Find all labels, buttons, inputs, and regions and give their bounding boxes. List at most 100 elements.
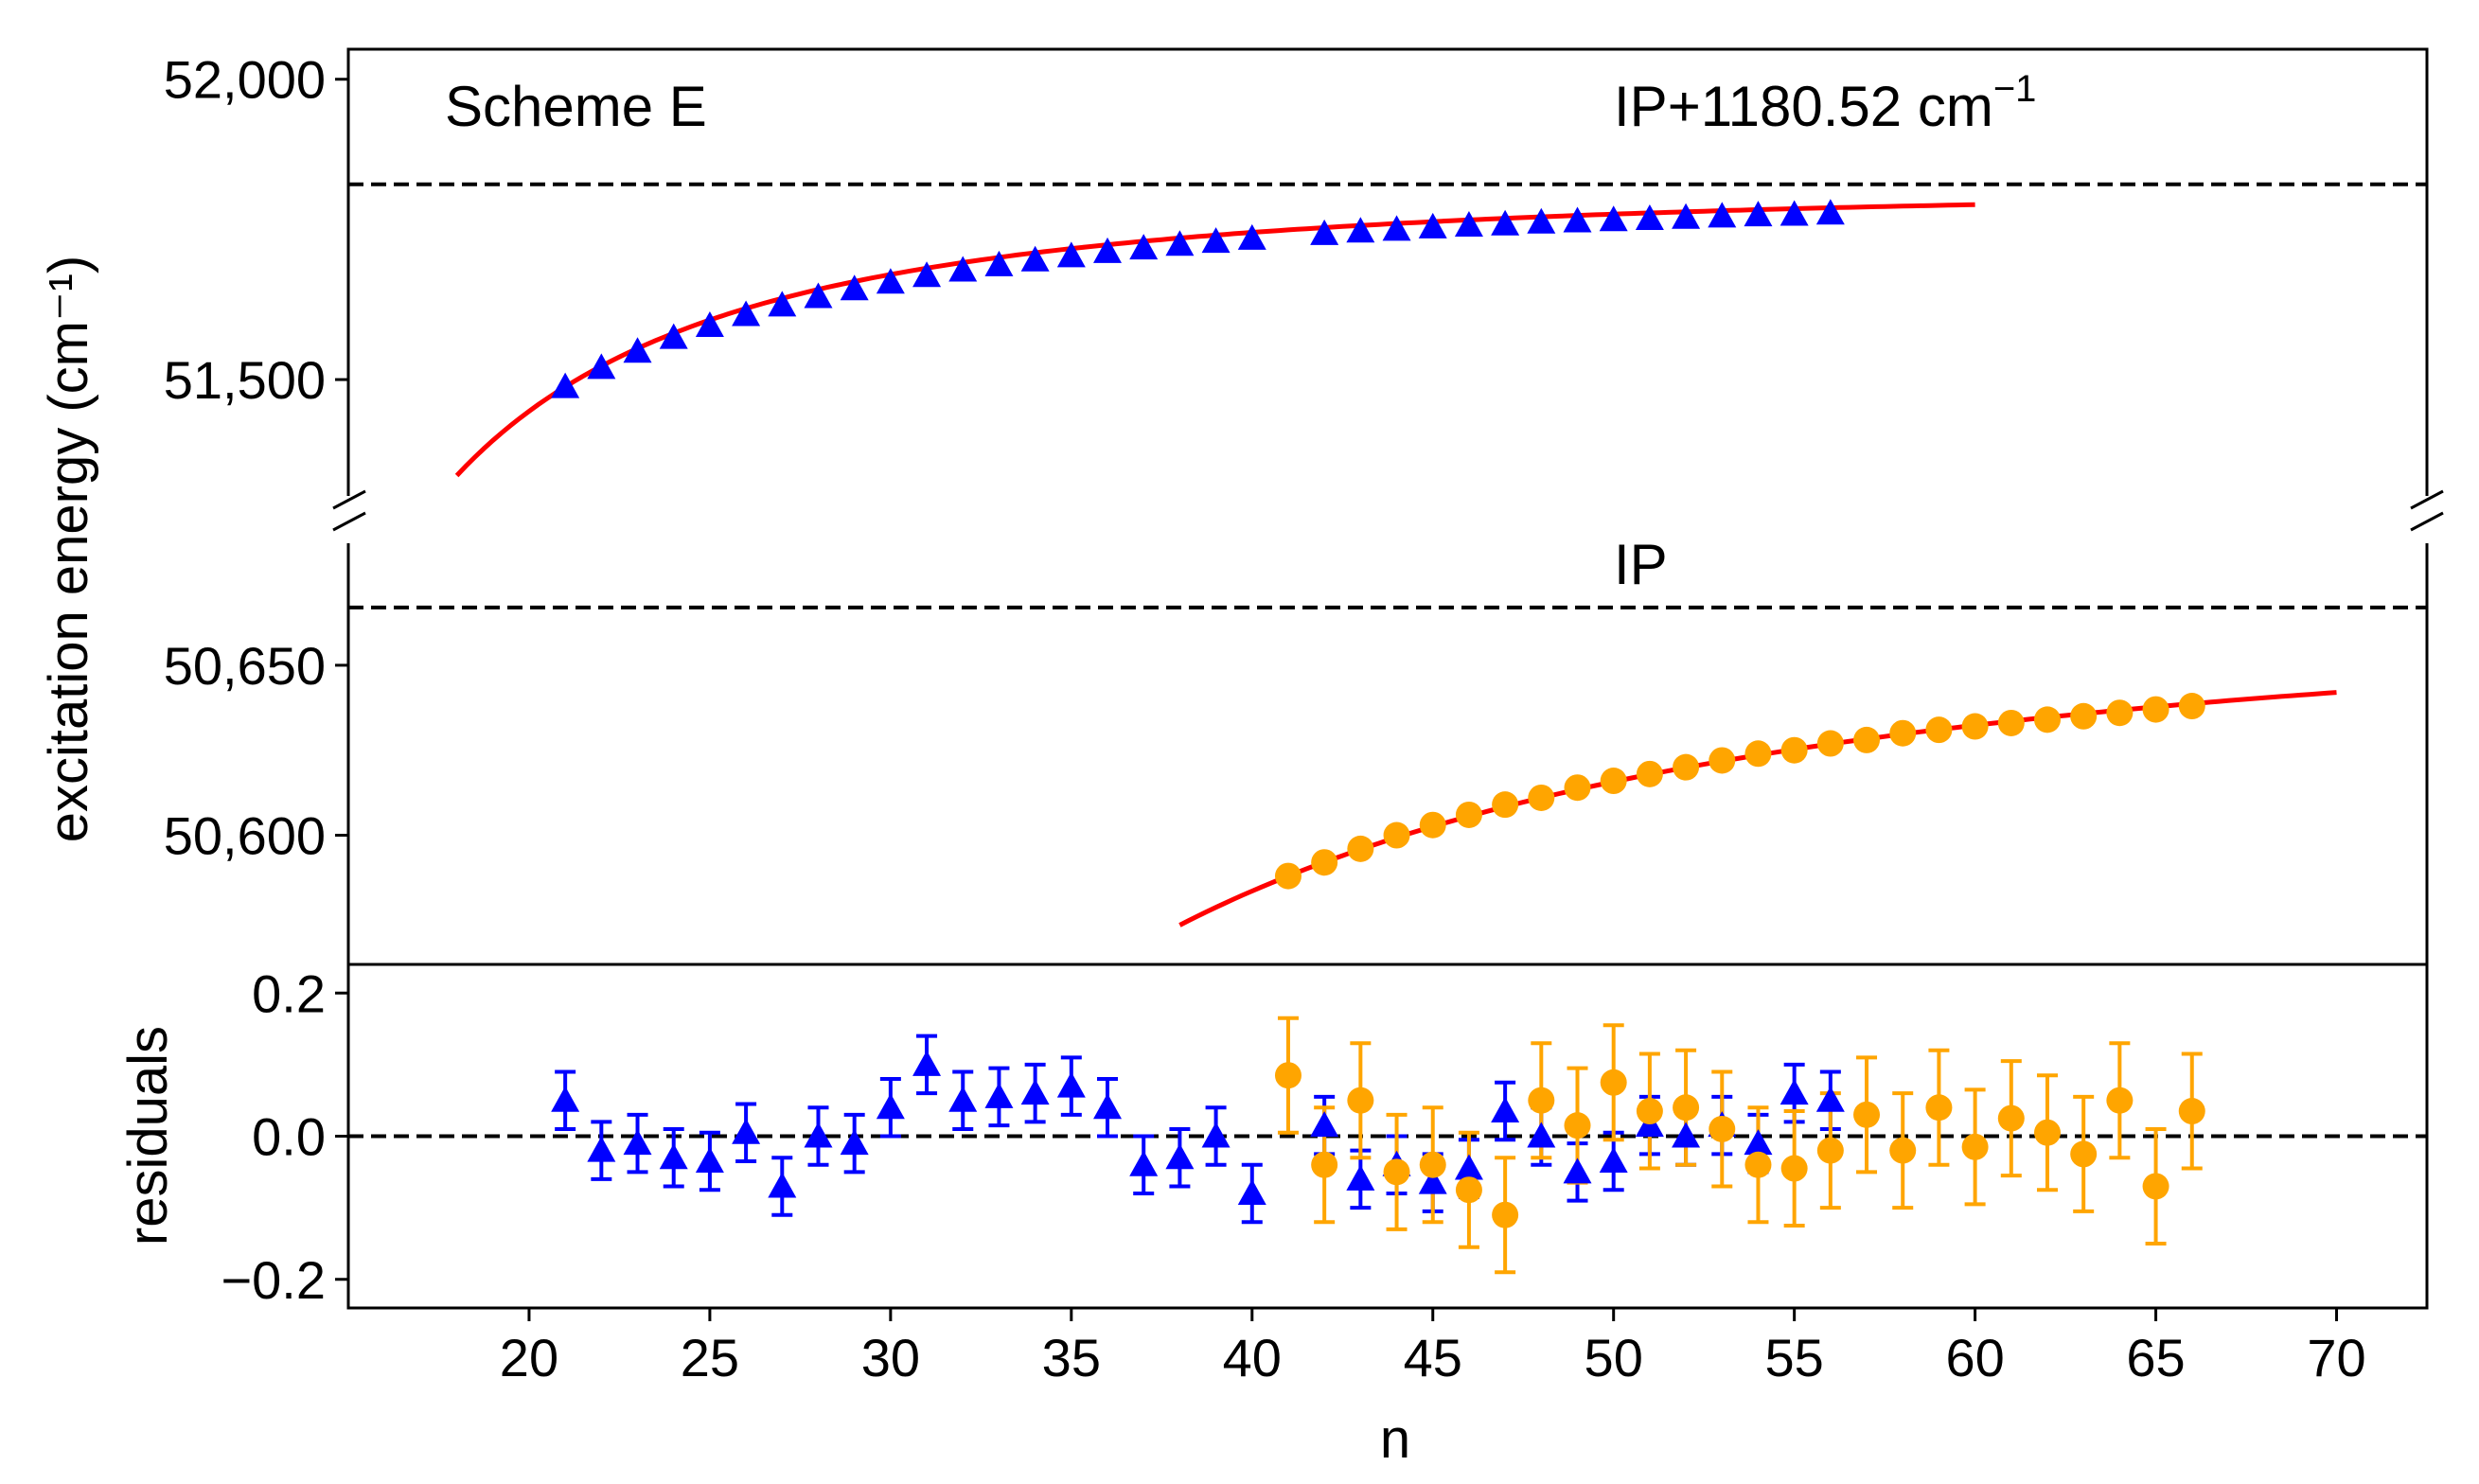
lower-data-point xyxy=(2106,699,2134,727)
upper-data-point xyxy=(695,310,724,337)
lower-data-point xyxy=(1744,740,1772,768)
residual-point xyxy=(1853,1101,1881,1128)
upper-data-point xyxy=(912,261,942,288)
lower-data-point xyxy=(1889,719,1917,747)
lower-data-point xyxy=(1853,726,1881,753)
upper-data-point xyxy=(1382,215,1411,241)
residual-point xyxy=(1564,1112,1591,1140)
upper-data-point xyxy=(1454,210,1483,237)
upper-data-point xyxy=(984,250,1014,276)
residual-point xyxy=(1093,1093,1123,1120)
residual-point xyxy=(1997,1104,2025,1132)
residuals-axis-title: residuals xyxy=(117,1026,179,1246)
residual-point xyxy=(659,1143,688,1170)
residual-point xyxy=(1672,1122,1701,1148)
lower-data-point xyxy=(1816,730,1844,757)
x-tick-label: 25 xyxy=(681,1328,739,1387)
break-mark-left-top xyxy=(332,489,366,510)
upper-data-point xyxy=(1563,206,1592,233)
upper-data-point xyxy=(1201,227,1231,254)
residual-point xyxy=(876,1093,905,1120)
residual-point xyxy=(912,1050,942,1076)
lower-panel-frame xyxy=(346,538,2429,966)
upper-data-point xyxy=(840,274,869,301)
residual-point xyxy=(1528,1086,1555,1114)
residual-point xyxy=(695,1146,724,1173)
upper-y-tick-label: 52,000 xyxy=(164,50,326,110)
residuals-y-tick-label: 0.2 xyxy=(252,963,326,1023)
upper-data-point xyxy=(948,256,978,282)
lower-data-point xyxy=(1492,791,1519,819)
residual-point xyxy=(1709,1115,1736,1142)
x-tick-label: 70 xyxy=(2307,1328,2365,1387)
lower-data-point xyxy=(1673,753,1700,781)
lower-data-point xyxy=(1997,709,2025,736)
x-tick-label: 65 xyxy=(2126,1328,2185,1387)
x-tick-label: 20 xyxy=(500,1328,558,1387)
lower-y-tick-label: 50,600 xyxy=(164,806,326,866)
x-tick-label: 50 xyxy=(1585,1328,1643,1387)
upper-data-point xyxy=(1815,199,1845,225)
residual-point xyxy=(2070,1140,2098,1168)
residual-point xyxy=(2142,1173,2169,1200)
residual-point xyxy=(1492,1201,1519,1228)
upper-data-point xyxy=(1310,219,1339,245)
residual-point xyxy=(1491,1097,1520,1123)
residual-point xyxy=(1237,1179,1266,1205)
upper-data-point xyxy=(1056,241,1086,268)
upper-data-point xyxy=(659,323,688,349)
residual-point xyxy=(623,1129,652,1156)
lower-data-point xyxy=(2070,702,2098,730)
residual-point xyxy=(1165,1143,1195,1170)
residual-point xyxy=(551,1086,580,1112)
residual-point xyxy=(1889,1137,1917,1164)
upper-data-point xyxy=(1780,200,1809,226)
lower-data-point xyxy=(1311,849,1338,876)
upper-data-point xyxy=(551,372,580,398)
residual-point xyxy=(2033,1119,2061,1146)
upper-data-point xyxy=(804,282,833,309)
break-mark-right-bottom xyxy=(2410,511,2444,532)
upper-data-point xyxy=(1599,205,1628,232)
residual-point xyxy=(1274,1062,1301,1089)
residual-point xyxy=(1636,1098,1663,1125)
lower-data-point xyxy=(2178,693,2205,720)
residual-point xyxy=(1020,1079,1050,1105)
upper-data-point xyxy=(587,353,616,380)
lower-data-point xyxy=(1925,716,1953,744)
residual-point xyxy=(732,1118,761,1144)
lower-data-point xyxy=(1780,736,1808,764)
residual-point xyxy=(1419,1151,1446,1178)
lower-data-point xyxy=(1636,760,1663,787)
upper-data-point xyxy=(1635,203,1664,230)
residual-point xyxy=(1961,1133,1989,1160)
lower-fit-curve xyxy=(1178,690,2337,928)
residual-point xyxy=(1816,1137,1844,1164)
lower-data-point xyxy=(1528,784,1555,811)
residual-point xyxy=(1383,1158,1410,1186)
residual-point xyxy=(768,1172,797,1198)
upper-data-point xyxy=(1020,245,1050,272)
lower-data-point xyxy=(1383,822,1410,849)
upper-data-point xyxy=(1744,201,1773,227)
residual-point xyxy=(587,1136,616,1162)
residual-point xyxy=(1600,1069,1627,1096)
x-tick-label: 30 xyxy=(861,1328,920,1387)
upper-data-point xyxy=(1093,237,1123,263)
x-tick-label: 35 xyxy=(1042,1328,1101,1387)
lower-data-point xyxy=(1455,801,1482,828)
residual-point xyxy=(984,1082,1014,1108)
residual-point xyxy=(1744,1151,1772,1178)
residual-point xyxy=(1201,1122,1231,1148)
x-tick-label: 45 xyxy=(1404,1328,1462,1387)
lower-data-point xyxy=(2033,706,2061,733)
residual-point xyxy=(804,1122,833,1148)
upper-data-point xyxy=(1708,202,1737,228)
residual-point xyxy=(1673,1094,1700,1122)
residuals-y-tick-label: 0.0 xyxy=(252,1107,326,1167)
scheme-e-label: Scheme E xyxy=(445,75,707,138)
upper-data-point xyxy=(876,268,905,294)
residual-point xyxy=(1418,1168,1447,1194)
break-mark-left-bottom xyxy=(332,511,366,532)
